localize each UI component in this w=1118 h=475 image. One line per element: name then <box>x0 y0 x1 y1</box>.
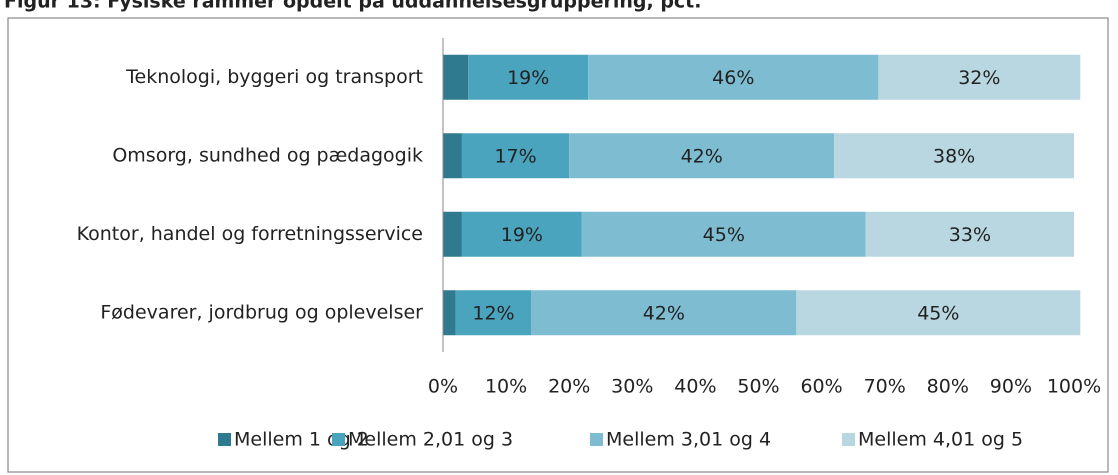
bar-segment <box>443 211 462 257</box>
value-label: 32% <box>958 67 1000 89</box>
bar-segment <box>865 211 1074 257</box>
bar-segment <box>834 133 1074 179</box>
x-tick-label: 80% <box>927 376 969 398</box>
bar-segment <box>443 54 469 100</box>
bar-segment <box>455 290 532 336</box>
value-label: 46% <box>712 67 754 89</box>
value-label: 42% <box>681 145 723 167</box>
bar-segment <box>878 54 1081 100</box>
bar-segment <box>443 133 462 179</box>
x-tick-label: 90% <box>990 376 1032 398</box>
value-label: 33% <box>949 224 991 246</box>
x-tick-label: 20% <box>548 376 590 398</box>
value-label: 45% <box>917 302 959 324</box>
value-label: 17% <box>494 145 536 167</box>
bar-segment <box>461 211 582 257</box>
bar-segment <box>531 290 797 336</box>
x-tick-label: 10% <box>485 376 527 398</box>
y-tick-label: Fødevarer, jordbrug og oplevelser <box>100 301 423 323</box>
value-label: 45% <box>703 224 745 246</box>
bar-segment <box>461 133 570 179</box>
value-label: 19% <box>507 67 549 89</box>
x-tick-label: 30% <box>611 376 653 398</box>
x-tick-label: 50% <box>737 376 779 398</box>
legend-label: Mellem 4,01 og 5 <box>858 429 1023 451</box>
bar-segment <box>443 290 456 336</box>
legend-swatch <box>590 433 603 446</box>
bar-segment <box>588 54 879 100</box>
bar-segment <box>581 211 866 257</box>
x-tick-label: 100% <box>1047 376 1101 398</box>
value-label: 19% <box>501 224 543 246</box>
x-tick-label: 70% <box>864 376 906 398</box>
x-tick-label: 0% <box>428 376 458 398</box>
legend-swatch <box>332 433 345 446</box>
value-label: 38% <box>933 145 975 167</box>
x-tick-label: 60% <box>800 376 842 398</box>
legend-label: Mellem 2,01 og 3 <box>348 429 513 451</box>
x-tick-label: 40% <box>674 376 716 398</box>
y-tick-label: Omsorg, sundhed og pædagogik <box>112 144 423 166</box>
bar-segment <box>569 133 835 179</box>
bar-segment <box>468 54 589 100</box>
legend-swatch <box>842 433 855 446</box>
value-label: 12% <box>472 302 514 324</box>
legend-swatch <box>218 433 231 446</box>
bar-segment <box>796 290 1081 336</box>
value-label: 42% <box>643 302 685 324</box>
legend-label: Mellem 3,01 og 4 <box>606 429 771 451</box>
y-tick-label: Kontor, handel og forretningsservice <box>77 223 423 245</box>
chart-title: Figur 13: Fysiske rammer opdelt på uddan… <box>4 0 701 13</box>
y-tick-label: Teknologi, byggeri og transport <box>125 66 423 88</box>
